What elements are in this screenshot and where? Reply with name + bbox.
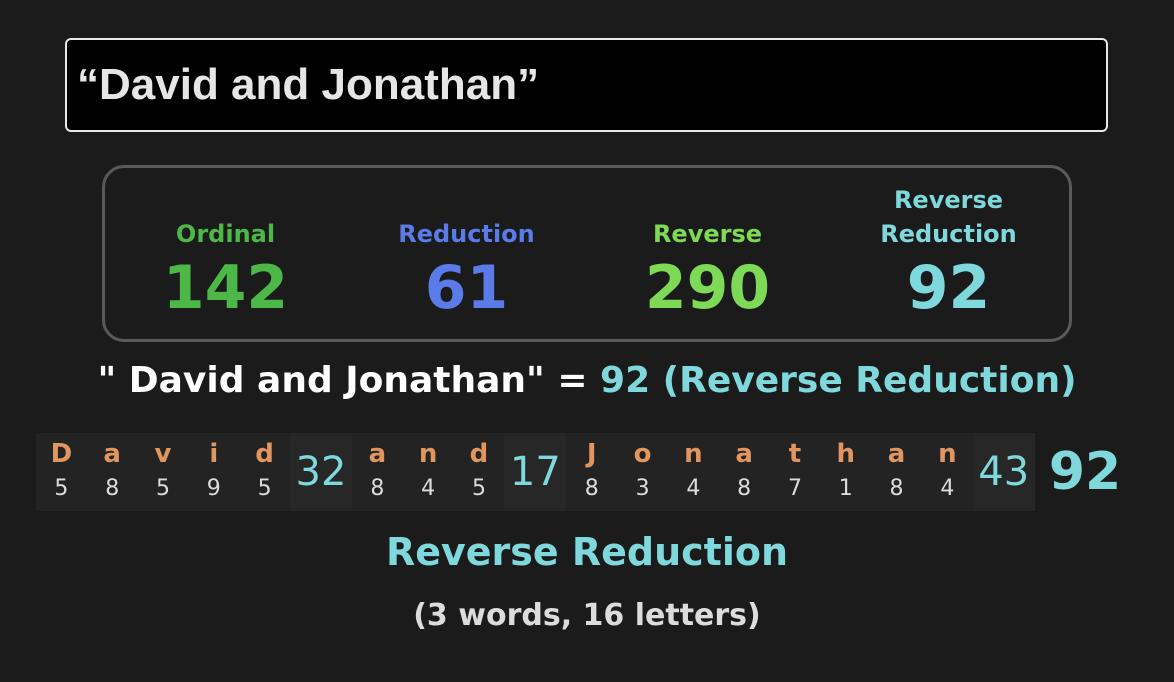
breakdown-total: 92 (1048, 442, 1122, 502)
letter-value: 4 (421, 476, 436, 501)
letter: d (469, 439, 489, 469)
letter-value: 3 (635, 476, 650, 501)
word-sum: 43 (972, 433, 1035, 511)
letter: J (586, 439, 597, 469)
letter: n (938, 439, 957, 469)
letter-value: 7 (787, 476, 802, 501)
letter: h (836, 439, 856, 469)
letter-value: 8 (737, 476, 752, 501)
letter: d (255, 439, 274, 469)
letter: i (209, 439, 219, 469)
equation-result: 92 (Reverse Reduction) (600, 360, 1077, 401)
letter: v (154, 439, 172, 469)
stat-label: Ordinal (175, 220, 276, 248)
cipher-summary-panel: Ordinal 142 Reduction 61 Reverse 290 Revers… (102, 165, 1072, 342)
letter-value: 5 (471, 476, 486, 501)
letter: a (368, 439, 387, 469)
letter-value: 8 (584, 476, 599, 501)
word-sum: 32 (289, 433, 352, 511)
letter-value: 8 (105, 476, 120, 501)
phrase-title: “David and Jonathan” (77, 60, 540, 109)
letter: t (788, 439, 802, 469)
stat-reverse-reduction[interactable]: Reverse Reduction 92 (828, 168, 1069, 339)
letter-breakdown: D 5 a 8 v 5 i 9 d 5 32 a 8 n 4 d 5 17 J 8 o 3 n 4 a 8 t 7 h 1 a 8 n 4 43 (36, 433, 1035, 511)
cipher-name: Reverse Reduction (385, 530, 789, 574)
letter: a (103, 439, 121, 469)
letter-value: 5 (257, 476, 272, 501)
phrase-display: “David and Jonathan” (65, 38, 1108, 132)
stat-reverse[interactable]: Reverse 290 (587, 168, 828, 339)
stat-value: 92 (906, 253, 991, 323)
stat-label: Reduction (398, 220, 535, 248)
letter: a (887, 439, 906, 469)
stat-value: 142 (162, 253, 289, 323)
letter-value: 5 (155, 476, 170, 501)
equation-line: " David and Jonathan" = 92 (Reverse Redu… (0, 360, 1174, 401)
stat-ordinal[interactable]: Ordinal 142 (105, 168, 346, 339)
stat-value: 290 (644, 253, 771, 323)
word-letter-count: (3 words, 16 letters) (413, 598, 761, 633)
stat-reduction[interactable]: Reduction 61 (346, 168, 587, 339)
letter-value: 9 (206, 476, 221, 501)
letter-value: 4 (686, 476, 701, 501)
letter-value: 8 (370, 476, 385, 501)
letter-value: 8 (889, 476, 904, 501)
stat-label: Reverse (652, 220, 763, 248)
letter: n (418, 439, 438, 469)
letter: D (50, 439, 73, 469)
letter-value: 5 (54, 476, 69, 501)
letter-value: 4 (940, 476, 955, 501)
letter: a (735, 439, 753, 469)
equation-phrase: " David and Jonathan" = (97, 360, 601, 401)
letter-value: 1 (838, 476, 853, 501)
letter: o (633, 439, 652, 469)
stat-label: Reverse Reduction (880, 186, 1017, 248)
word-sum: 17 (504, 433, 567, 511)
letter: n (684, 439, 703, 469)
stat-value: 61 (424, 253, 509, 323)
